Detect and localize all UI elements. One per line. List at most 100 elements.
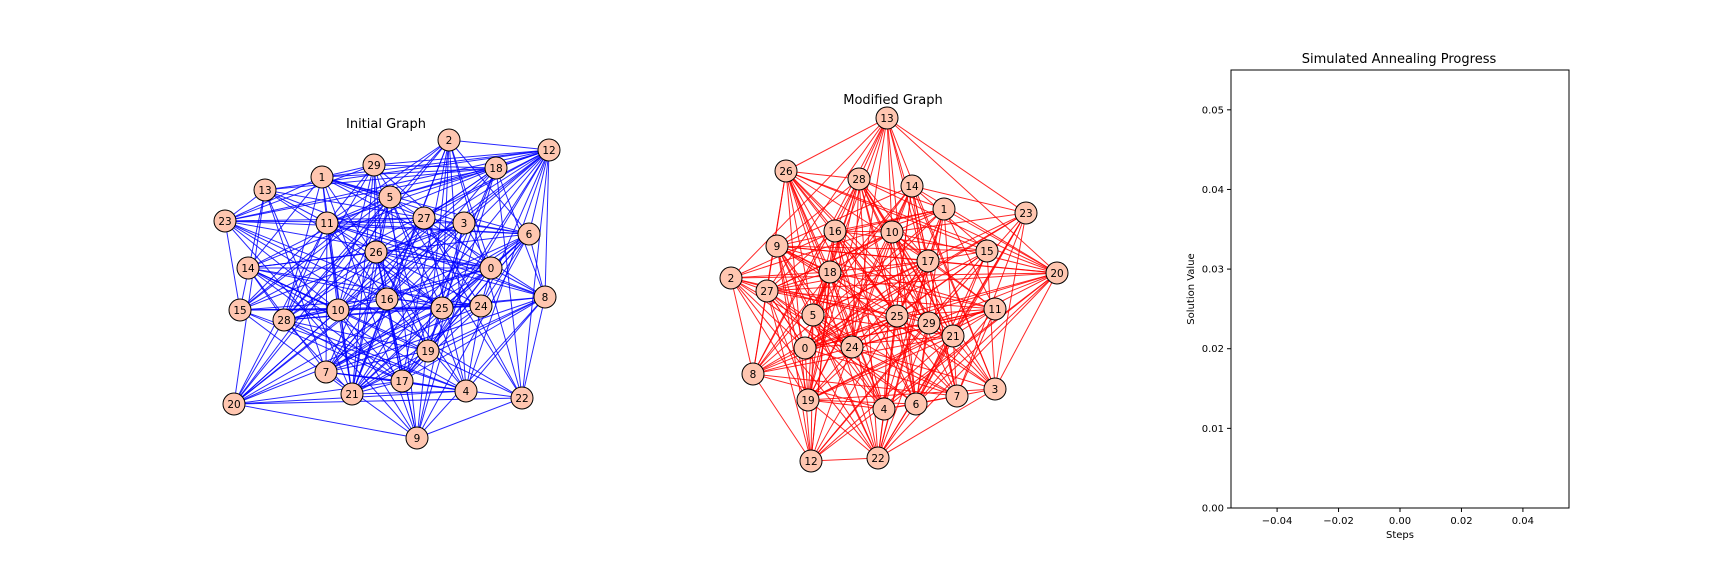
graph-node-circle [875,106,899,130]
graph-node: 10 [326,298,350,322]
graph-node-circle [1045,261,1069,285]
graph-edge [877,388,996,459]
graph-node: 2 [719,266,743,290]
graph-edge [337,309,418,439]
graph-edge [911,185,1058,274]
graph-node-circle [416,339,440,363]
x-tick-label: 0.04 [1512,516,1534,527]
graph-node-label: 25 [890,311,903,323]
graph-node-circle [364,240,388,264]
graph-node-label: 14 [905,181,919,193]
graph-node-circle [310,165,334,189]
graph-node-label: 22 [871,453,884,465]
graph-node-circle [880,220,904,244]
graph-node-label: 4 [881,404,888,416]
graph-edge [785,170,898,317]
graph-edge [264,189,546,298]
graph-node-label: 11 [988,304,1001,316]
graph-edge [264,149,550,191]
graph-edge [401,167,497,382]
graph-node-circle [755,279,779,303]
graph-node-label: 2 [728,273,735,285]
graph-edge [441,139,450,309]
graph-edge [325,307,443,373]
graph-edge [766,230,836,292]
graph-edge [375,251,429,352]
graph-edge [766,290,879,459]
graph-node-label: 12 [804,456,817,468]
graph-edge [283,319,403,382]
graph-node-circle [430,296,454,320]
modified-graph-panel: Modified Graph 0123456789101112131415161… [719,93,1069,473]
graph-edge [448,139,550,151]
graph-edge [389,196,467,392]
graph-node-label: 24 [474,301,488,313]
graph-node: 1 [310,165,334,189]
graph-edge [956,308,996,397]
graph-node: 24 [840,335,864,359]
graph-edge [804,250,988,349]
graph-edge [807,272,1058,401]
graph-edge [810,322,930,462]
graph-node-circle [765,234,789,258]
y-tick-label: 0.00 [1202,504,1224,515]
graph-edge [858,178,958,397]
graph-edge [351,164,375,395]
graph-edge [886,117,1027,214]
y-tick-label: 0.05 [1202,105,1224,116]
y-axis-label: Solution Value [1186,253,1197,324]
graph-edge [373,149,550,166]
graph-node-label: 10 [331,305,344,317]
graph-edge [858,178,929,262]
graph-edge [351,390,467,395]
graph-node-circle [213,209,237,233]
graph-edge [351,350,429,395]
graph-node-label: 27 [760,286,773,298]
graph-node-label: 3 [461,218,468,230]
graph-node: 19 [796,388,820,412]
graph-edge [351,298,388,395]
x-axis-ticks: −0.04 −0.02 0.00 0.02 0.04 [1262,508,1534,527]
graph-node-circle [847,167,871,191]
graph-edge [441,167,497,309]
graph-edge [943,208,1058,274]
graph-edge [834,208,945,232]
graph-node-label: 18 [823,267,836,279]
y-tick-label: 0.02 [1202,344,1224,355]
graph-node-label: 1 [319,172,326,184]
graph-node-label: 16 [380,294,394,306]
graph-edge [858,178,945,210]
graph-edge [911,185,929,262]
graph-edge [994,212,1027,390]
graph-edge [233,167,497,405]
graph-edge [883,272,1058,410]
graph-node-circle [741,362,765,386]
graph-node-label: 23 [1019,208,1032,220]
graph-node-circle [932,197,956,221]
graph-node: 19 [416,339,440,363]
graph-edge [351,307,443,395]
graph-node: 20 [222,392,246,416]
graph-edge [326,222,388,300]
graph-node-circle [452,211,476,235]
graph-edge [247,267,403,382]
graph-edge [730,117,888,279]
graph-edge [351,251,377,395]
graph-node: 28 [272,308,296,332]
y-tick-label: 0.01 [1202,424,1224,435]
graph-edge [401,296,546,382]
graph-edge [776,185,913,247]
graph-edge [375,251,443,309]
graph-edge [247,267,523,399]
graph-node-circle [719,266,743,290]
graph-edge [807,399,879,459]
graph-edge [264,189,353,395]
graph-node-label: 6 [913,399,920,411]
graph-edge [233,307,443,405]
graph-node-label: 16 [828,226,842,238]
graph-edge [851,346,996,390]
graph-edge [239,222,465,311]
graph-edge [544,149,550,298]
graph-edge [804,212,1027,349]
annealing-plot-frame [1230,69,1570,509]
